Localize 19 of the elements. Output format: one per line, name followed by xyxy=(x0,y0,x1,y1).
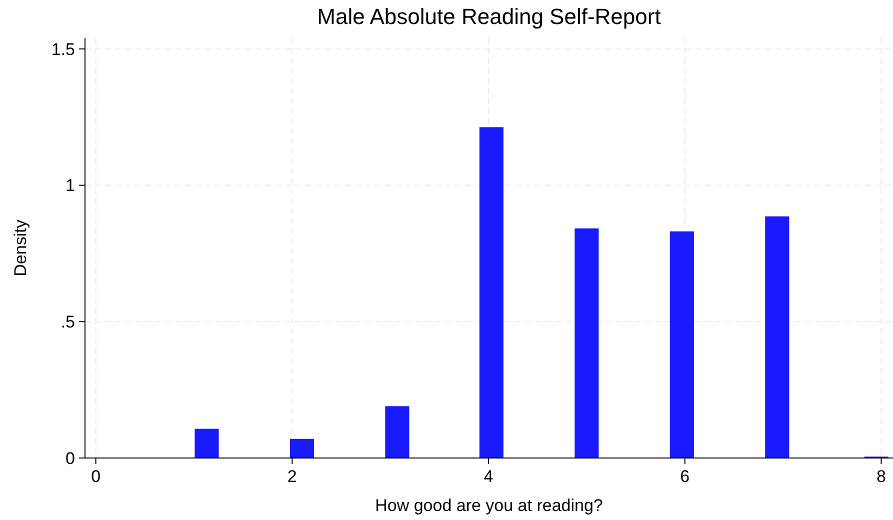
bar xyxy=(290,438,314,458)
x-tick-label: 8 xyxy=(876,467,886,486)
bar xyxy=(385,406,410,458)
x-axis-title: How good are you at reading? xyxy=(375,496,603,515)
bar xyxy=(574,228,599,458)
bar xyxy=(765,216,790,458)
x-tick-label: 2 xyxy=(287,467,297,486)
bar xyxy=(670,231,694,458)
bar xyxy=(194,428,219,458)
chart-title: Male Absolute Reading Self-Report xyxy=(317,4,661,29)
y-tick-label: .5 xyxy=(60,312,75,332)
y-tick-label: 1 xyxy=(66,176,75,196)
x-tick-label: 6 xyxy=(680,467,690,486)
y-axis-title: Density xyxy=(11,219,30,276)
y-tick-label: 1.5 xyxy=(51,40,75,59)
x-tick-label: 4 xyxy=(484,467,494,486)
x-tick-label: 0 xyxy=(91,467,101,486)
y-tick-label: 0 xyxy=(66,448,75,468)
bar xyxy=(479,127,504,458)
